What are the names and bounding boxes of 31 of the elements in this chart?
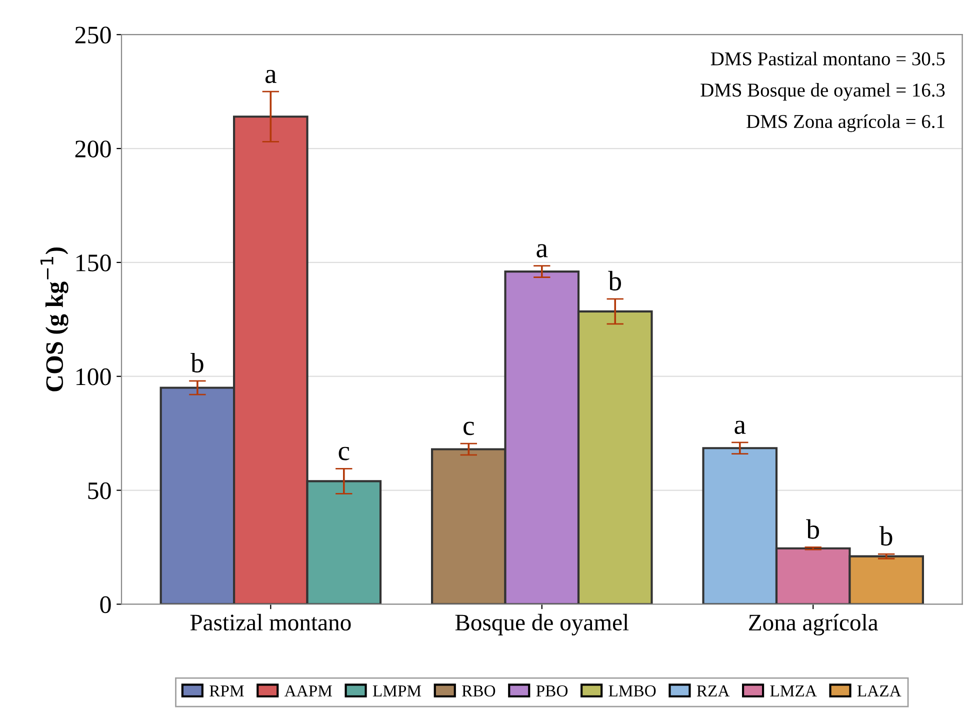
y-tick-label: 50 xyxy=(88,482,111,500)
annotation: DMS Pastizal montano = 30.5 xyxy=(710,52,945,66)
data-label: a xyxy=(265,70,276,84)
legend-label: LAZA xyxy=(857,685,902,696)
legend-label: RZA xyxy=(696,685,730,696)
y-tick-label: 150 xyxy=(76,254,111,272)
x-tick-label: Bosque de oyamel xyxy=(455,614,629,636)
data-label: b xyxy=(879,526,892,546)
legend-label: RBO xyxy=(462,685,496,697)
data-label: c xyxy=(464,422,474,436)
legend-label: LMBO xyxy=(608,685,656,697)
legend-label: LMPM xyxy=(372,685,422,696)
y-tick-label: 0 xyxy=(100,596,111,614)
legend-label: AAPM xyxy=(284,685,332,696)
data-label: b xyxy=(806,519,819,539)
annotation: DMS Bosque de oyamel = 16.3 xyxy=(700,83,945,101)
annotation: DMS Zona agrícola = 6.1 xyxy=(746,114,944,132)
x-tick-label: Zona agrícola xyxy=(749,614,878,636)
data-label: c xyxy=(338,446,350,460)
legend-label: LMZA xyxy=(770,685,817,696)
y-tick-label: 200 xyxy=(75,140,111,158)
legend-label: PBO xyxy=(536,685,568,697)
data-label: a xyxy=(734,420,746,434)
legend-label: RPM xyxy=(210,685,244,696)
y-axis-title: COS (g kg$^{−1}$) xyxy=(40,247,68,392)
x-tick-label: Pastizal montano xyxy=(190,614,351,631)
data-label: b xyxy=(190,352,204,372)
y-tick-label: 100 xyxy=(76,368,111,386)
data-label: b xyxy=(608,270,622,290)
data-label: a xyxy=(536,244,548,258)
y-tick-label: 250 xyxy=(75,26,111,44)
